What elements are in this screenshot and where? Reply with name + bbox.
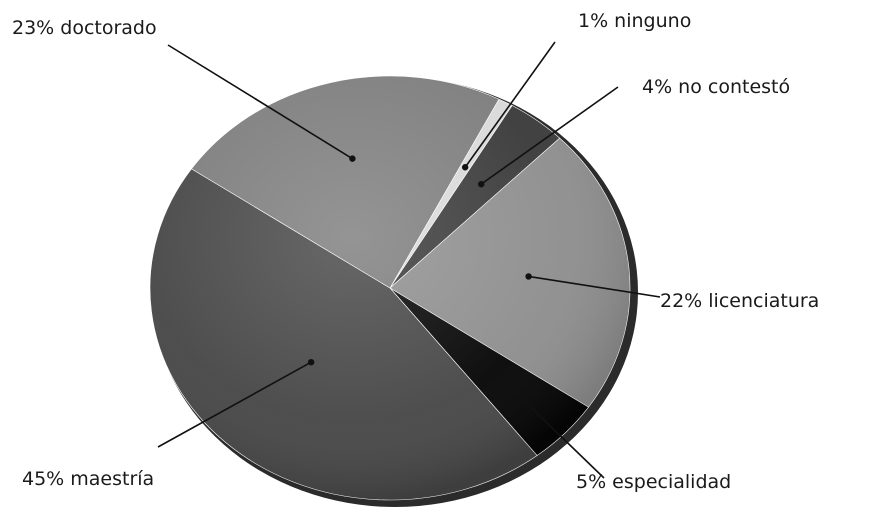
leader-line [511,389,605,479]
slice-label: 45% maestría [22,468,154,490]
slice-label: 4% no contestó [642,76,790,98]
slice-label: 22% licenciatura [660,290,819,312]
leader-line [528,275,661,298]
leader-dot [349,155,356,162]
slice-label: 5% especialidad [576,471,731,493]
pie-slices [149,75,631,501]
leader-dot [478,180,485,188]
leader-dot [525,273,532,280]
slice-labels: 1% ninguno 4% no contestó 22% licenciatura… [12,10,819,493]
leader-line [157,361,312,448]
slice-label: 23% doctorado [12,17,157,39]
leader-dot [461,164,469,171]
slice-label: 1% ninguno [578,10,691,32]
leader-dot [307,358,315,366]
leader-line [480,86,619,185]
leader-line [464,41,556,168]
leader-dot [509,386,516,393]
leader-lines [157,41,661,479]
leader-line [167,44,353,160]
